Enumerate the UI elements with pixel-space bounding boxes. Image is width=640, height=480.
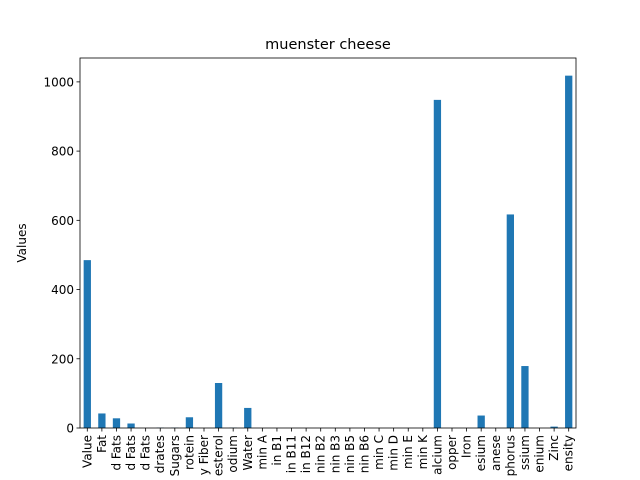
- x-tick-label: alcium: [430, 435, 444, 475]
- x-tick-label: min A: [255, 434, 269, 469]
- bar: [112, 418, 121, 428]
- x-tick-label: Zinc: [547, 435, 561, 461]
- plot-border: [79, 57, 577, 429]
- x-tick-label: nin B6: [357, 435, 371, 473]
- x-tick-label: min E: [401, 435, 415, 469]
- x-tick-label: Sugars: [168, 435, 182, 476]
- x-tick-label: y Fiber: [197, 435, 211, 475]
- x-tick-label: nin B5: [343, 435, 357, 473]
- y-tick-label: 0: [66, 422, 74, 436]
- x-tick-label: odium: [226, 435, 240, 473]
- y-axis: 0 200 400 600 800 1000: [43, 75, 80, 436]
- x-tick-label: in B11: [285, 435, 299, 473]
- y-tick-label: 200: [51, 352, 74, 366]
- bar: [214, 383, 223, 428]
- x-tick-label: phorus: [503, 435, 517, 476]
- x-tick-label: enium: [533, 435, 547, 473]
- bars: [83, 75, 573, 429]
- x-tick-label: Iron: [460, 435, 474, 458]
- x-tick-label: rotein: [182, 435, 196, 470]
- x-tick-label: ssium: [518, 435, 532, 470]
- x-tick-label: ensity: [562, 435, 576, 471]
- x-tick-label: min K: [416, 434, 430, 469]
- bar: [550, 426, 558, 428]
- y-tick-label: 400: [51, 283, 74, 297]
- x-tick-label: d Fats: [139, 435, 153, 471]
- x-tick-label: nin B2: [314, 435, 328, 473]
- x-axis: Value Fat d Fats d Fats d Fats drates Sugars ro…: [80, 428, 576, 476]
- x-tick-label: Water: [241, 435, 255, 471]
- bar: [521, 366, 529, 428]
- plot-frame: [79, 57, 577, 429]
- x-tick-label: min C: [372, 435, 386, 470]
- bar: [185, 417, 194, 428]
- chart-title: muenster cheese: [265, 37, 391, 53]
- x-tick-label: Value: [80, 435, 94, 468]
- bar: [127, 423, 135, 428]
- x-tick-label: opper: [445, 435, 459, 470]
- x-tick-label: nin B3: [328, 435, 342, 473]
- x-tick-label: esium: [474, 435, 488, 471]
- y-tick-label: 800: [51, 145, 74, 159]
- y-tick-label: 1000: [43, 75, 74, 89]
- bar: [98, 413, 106, 428]
- bar: [506, 214, 514, 428]
- x-tick-label: anese: [489, 435, 503, 471]
- x-tick-label: d Fats: [124, 435, 138, 471]
- y-axis-label: Values: [15, 223, 29, 262]
- x-tick-label: d Fats: [109, 435, 123, 471]
- x-tick-label: in B1: [270, 435, 284, 466]
- y-tick-label: 600: [51, 214, 74, 228]
- x-tick-label: esterol: [212, 435, 226, 476]
- bar: [433, 99, 442, 429]
- x-tick-label: Fat: [95, 435, 109, 453]
- bar: [244, 407, 252, 428]
- x-tick-label: in B12: [299, 435, 313, 473]
- bar: [83, 260, 91, 428]
- x-tick-label: min D: [387, 435, 401, 471]
- bar: [477, 415, 485, 428]
- bar: [565, 75, 573, 428]
- x-tick-label: drates: [153, 435, 167, 473]
